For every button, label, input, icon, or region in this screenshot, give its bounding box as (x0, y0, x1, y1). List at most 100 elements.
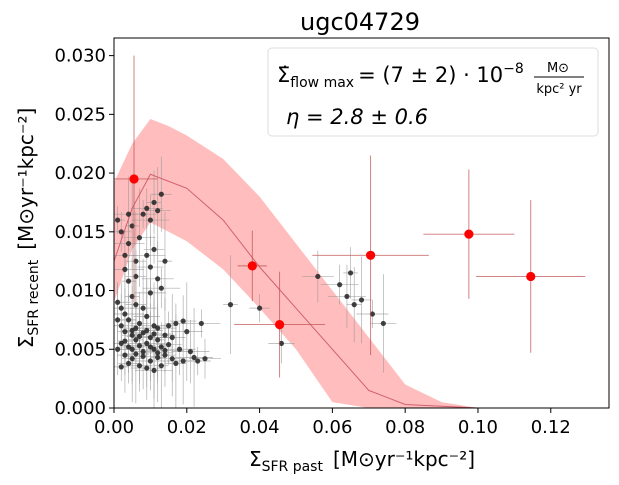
y-tick-label: 0.015 (54, 222, 106, 243)
pixel-point (125, 211, 132, 217)
pixel-point (118, 364, 124, 370)
legend-flow-units-den: kpc² yr (536, 82, 582, 97)
pixel-point-layer (115, 191, 386, 374)
legend-flow-exponent: −8 (503, 61, 524, 77)
plot-frame (113, 37, 610, 409)
pixel-point (115, 346, 121, 352)
y-tick-label: 0.010 (54, 281, 106, 302)
pixel-point (169, 356, 175, 362)
binned-point-layer (114, 55, 586, 378)
pixel-point (151, 199, 157, 206)
pixel-point (187, 349, 194, 355)
x-tick-label: 0.08 (385, 417, 425, 438)
pixel-point (144, 327, 150, 334)
y-axis-ticks: 0.000 0.005 0.010 0.015 0.020 0.025 0.030 (54, 46, 114, 419)
pixel-point (180, 318, 186, 324)
legend-flow-symbol: Σ̇ (277, 63, 290, 87)
pixel-point (151, 367, 157, 374)
pixel-point (155, 354, 161, 361)
y-tick-label: 0.030 (54, 46, 106, 67)
pixel-point (202, 356, 208, 362)
pixel-point (147, 344, 153, 350)
pixel-point (176, 346, 183, 352)
x-axis-symbol: Σ (249, 447, 262, 471)
pixel-point (136, 363, 143, 369)
pixel-point (155, 325, 161, 331)
pixel-point (195, 358, 201, 364)
plot-area (114, 55, 588, 408)
x-axis-subscript: SFR past (262, 459, 324, 475)
pixel-point (147, 217, 153, 223)
y-axis-subscript: SFR recent (26, 259, 42, 335)
pixel-point (227, 302, 234, 308)
chart-title: ugc04729 (300, 8, 420, 36)
pixel-point (129, 223, 135, 229)
legend-flow-line: Σ̇flow max = (7 ± 2) · 10−8 (277, 61, 524, 91)
y-axis-units: [M⊙yr⁻¹kpc⁻²] (14, 108, 38, 250)
pixel-point (173, 320, 179, 327)
pixel-point (129, 346, 135, 352)
x-tick-label: 0.12 (531, 417, 571, 438)
pixel-point (144, 365, 150, 371)
pixel-point (358, 297, 365, 303)
pixel-point (147, 334, 153, 341)
legend-box: Σ̇flow max = (7 ± 2) · 10−8 M⊙ kpc² yr η … (267, 47, 599, 137)
legend-flow-units-num: M⊙ (547, 61, 569, 76)
pixel-point (115, 217, 121, 223)
pixel-point (158, 363, 164, 369)
pixel-point (122, 252, 128, 258)
pixel-point (140, 353, 146, 359)
binned-point (129, 174, 139, 184)
pixel-point (118, 229, 124, 235)
pixel-point (122, 311, 128, 317)
pixel-point (169, 334, 175, 341)
pixel-point (162, 258, 168, 264)
legend-flow-subscript: flow max (290, 75, 354, 91)
legend-eta-line: η = 2.8 ± 0.6 (286, 105, 428, 129)
binned-point (365, 250, 376, 260)
pixel-point (136, 235, 143, 241)
pixel-point (165, 323, 172, 329)
pixel-point (162, 332, 168, 338)
y-tick-label: 0.025 (54, 104, 106, 125)
pixel-point (147, 358, 153, 364)
pixel-point (158, 344, 164, 350)
y-tick-label: 0.020 (54, 163, 106, 184)
pixel-point (129, 327, 135, 334)
pixel-point (122, 266, 128, 272)
y-axis-title: ΣSFR recent [M⊙yr⁻¹kpc⁻²] (14, 108, 42, 349)
pixel-point (162, 352, 168, 358)
pixel-point (155, 276, 161, 282)
pixel-point (140, 211, 146, 217)
pixel-point (151, 331, 157, 337)
pixel-point (125, 360, 132, 366)
pixel-point (162, 347, 168, 354)
x-tick-label: 0.10 (458, 417, 498, 438)
pixel-point (158, 191, 164, 197)
pixel-point (191, 354, 197, 361)
pixel-point (144, 313, 150, 319)
binned-point (526, 271, 536, 282)
pixel-point (140, 305, 146, 311)
x-tick-label: 0.00 (94, 417, 134, 438)
pixel-point (133, 337, 139, 343)
pixel-point (133, 351, 139, 357)
pixel-point (278, 340, 285, 346)
pixel-point (351, 302, 357, 308)
pixel-point (155, 350, 161, 356)
pixel-point (173, 360, 179, 366)
pixel-point (369, 311, 376, 317)
pixel-point (380, 320, 386, 327)
x-tick-label: 0.06 (312, 417, 352, 438)
binned-point (275, 320, 285, 330)
pixel-point (136, 320, 143, 327)
pixel-point (315, 273, 321, 280)
pixel-point (118, 323, 124, 329)
pixel-point (129, 332, 135, 338)
pixel-point (122, 338, 128, 344)
pixel-point (129, 356, 135, 362)
pixel-point (151, 246, 157, 253)
binned-point (464, 229, 474, 239)
pixel-point (337, 282, 343, 288)
